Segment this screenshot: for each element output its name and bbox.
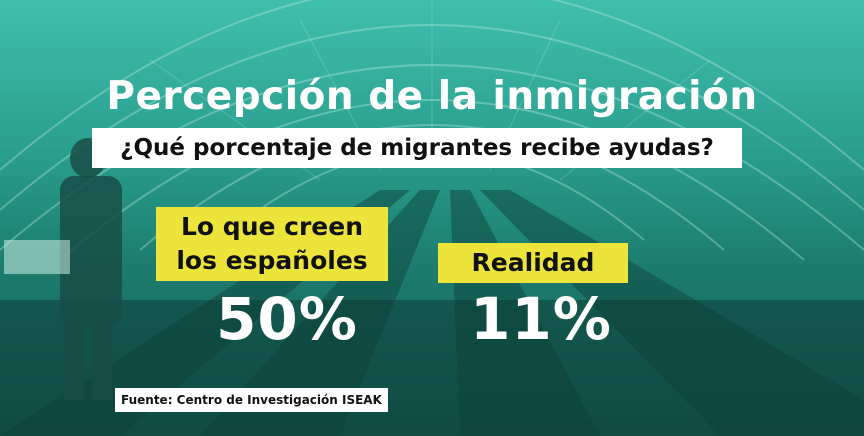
infographic-title: Percepción de la inmigración bbox=[106, 74, 758, 119]
reality-value: 11% bbox=[470, 285, 612, 353]
reality-label-box: Realidad bbox=[438, 243, 628, 283]
source-citation: Fuente: Centro de Investigación ISEAK bbox=[115, 388, 388, 412]
perception-value: 50% bbox=[216, 285, 358, 353]
perception-label-line2: los españoles bbox=[176, 246, 368, 275]
question-banner: ¿Qué porcentaje de migrantes recibe ayud… bbox=[92, 128, 742, 168]
perception-label-box: Lo que creen los españoles bbox=[156, 207, 388, 281]
perception-label-line1: Lo que creen bbox=[180, 212, 364, 241]
